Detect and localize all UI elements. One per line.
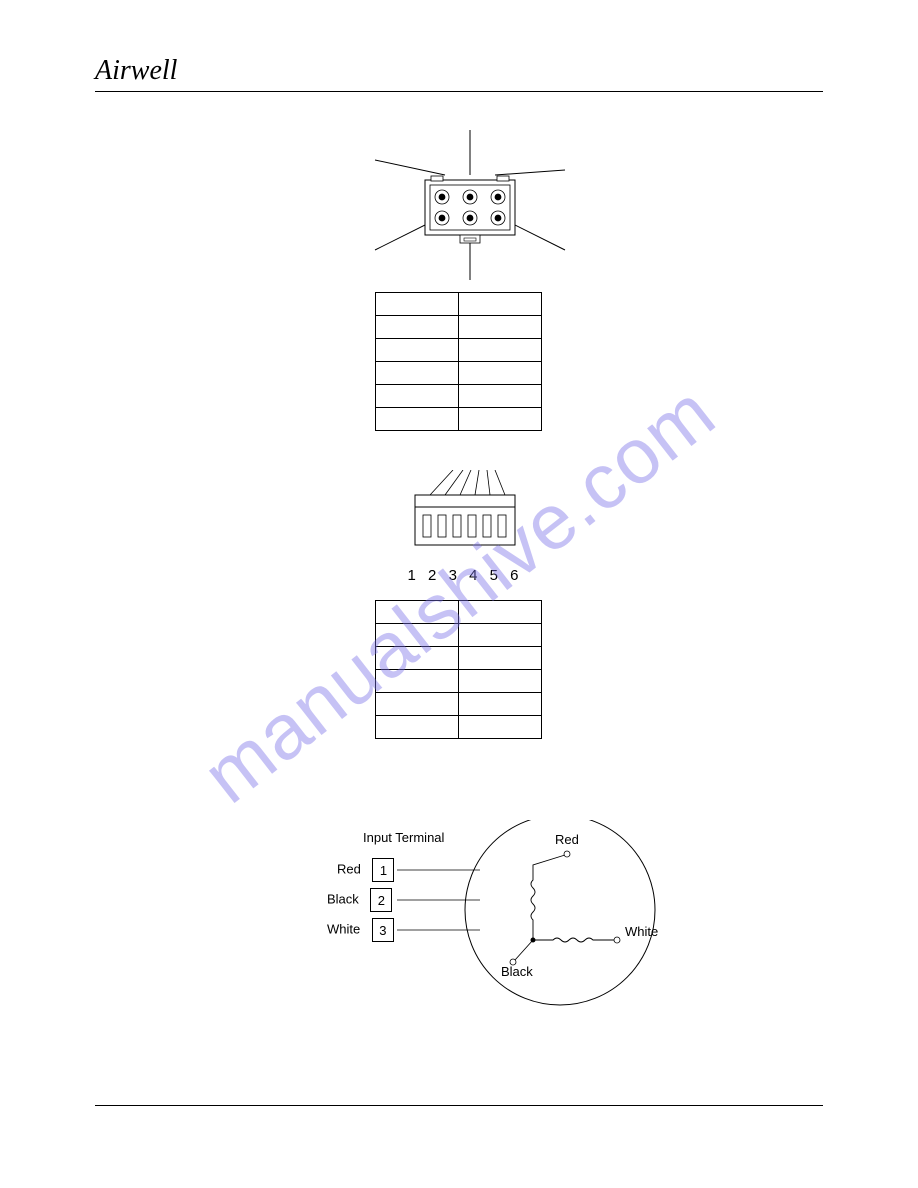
table-row bbox=[376, 624, 542, 647]
brand-logo: Airwell bbox=[95, 55, 823, 87]
page-header: Airwell bbox=[95, 55, 823, 92]
table-row bbox=[376, 385, 542, 408]
table-row bbox=[376, 716, 542, 739]
table-row bbox=[376, 293, 542, 316]
spec-table-1 bbox=[375, 292, 542, 431]
plug-pin-numbers: 1 2 3 4 5 6 bbox=[405, 567, 525, 584]
table-row bbox=[376, 316, 542, 339]
motor-label-red: Red bbox=[555, 832, 579, 847]
table-row bbox=[376, 670, 542, 693]
spec-table-2 bbox=[375, 600, 542, 739]
plug-svg bbox=[405, 470, 525, 560]
motor-label-black: Black bbox=[501, 964, 533, 979]
connector-svg bbox=[345, 120, 595, 280]
table-row bbox=[376, 693, 542, 716]
header-divider bbox=[95, 91, 823, 92]
input-terminal-diagram: Input Terminal Red 1 Black 2 White 3 bbox=[285, 820, 685, 1050]
table-row bbox=[376, 362, 542, 385]
motor-label-white: White bbox=[625, 924, 658, 939]
connector-diagram bbox=[345, 120, 595, 280]
table-row bbox=[376, 339, 542, 362]
table-row bbox=[376, 601, 542, 624]
footer-divider bbox=[95, 1105, 823, 1106]
table-row bbox=[376, 408, 542, 431]
plug-diagram: 1 2 3 4 5 6 bbox=[405, 470, 525, 584]
watermark-text: manualshive.com bbox=[186, 367, 732, 822]
table-row bbox=[376, 647, 542, 670]
